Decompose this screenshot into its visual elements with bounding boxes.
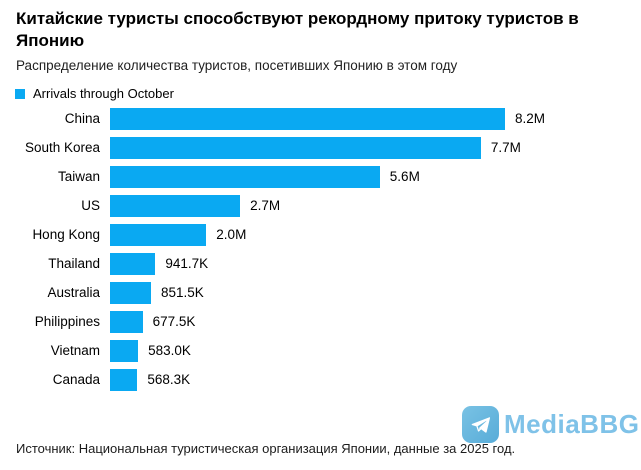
bar-track-canada: 568.3K [110,368,641,391]
chart-row-vietnam: Vietnam 583.0K [0,336,641,365]
value-label-canada: 568.3K [147,372,191,387]
chart-row-us: US 2.7M [0,191,641,220]
bar-track-south-korea: 7.7M [110,136,641,159]
chart-row-china: China 8.2M [0,104,641,133]
bar-chart: China 8.2M South Korea 7.7M Taiwan 5.6M US 2.7M… [0,104,641,394]
bar-hong-kong [110,223,207,246]
chart-row-taiwan: Taiwan 5.6M [0,162,641,191]
bar-china [110,107,505,130]
telegram-plane-icon [462,406,499,443]
category-label-south-korea: South Korea [24,140,100,155]
bar-track-philippines: 677.5K [110,310,641,333]
watermark: MediaBBG [462,406,639,443]
category-label-taiwan: Taiwan [57,169,100,184]
category-label-canada: Canada [52,372,100,387]
value-label-philippines: 677.5K [152,314,196,329]
bar-track-us: 2.7M [110,194,641,217]
category-label-hong-kong: Hong Kong [32,227,100,242]
category-label-us: US [81,198,100,213]
chart-row-thailand: Thailand 941.7K [0,249,641,278]
value-label-hong-kong: 2.0M [216,227,247,242]
source-note: Источник: Национальная туристическая орг… [16,441,516,456]
bar-taiwan [110,165,380,188]
bar-canada [110,368,138,391]
bar-philippines [110,310,143,333]
category-label-china: China [64,111,100,126]
bar-thailand [110,252,156,275]
legend: Arrivals through October [15,86,174,101]
bar-australia [110,281,151,304]
bar-track-china: 8.2M [110,107,641,130]
value-label-china: 8.2M [515,111,546,126]
chart-row-philippines: Philippines 677.5K [0,307,641,336]
chart-row-canada: Canada 568.3K [0,365,641,394]
bar-track-hong-kong: 2.0M [110,223,641,246]
value-label-australia: 851.5K [161,285,204,300]
chart-subtitle: Распределение количества туристов, посет… [16,58,458,73]
value-label-us: 2.7M [250,198,281,213]
category-label-vietnam: Vietnam [50,343,100,358]
legend-label: Arrivals through October [33,86,174,101]
category-label-philippines: Philippines [34,314,100,329]
bar-track-vietnam: 583.0K [110,339,641,362]
value-label-vietnam: 583.0K [148,343,191,358]
watermark-text: MediaBBG [504,409,640,439]
category-label-thailand: Thailand [48,256,100,271]
value-label-south-korea: 7.7M [490,140,521,155]
legend-swatch-icon [15,88,25,99]
bar-us [110,194,241,217]
chart-row-south-korea: South Korea 7.7M [0,133,641,162]
page-title: Китайские туристы способствуют рекордном… [16,9,579,50]
bar-south-korea [110,136,481,159]
value-label-taiwan: 5.6M [389,169,420,184]
bar-track-thailand: 941.7K [110,252,641,275]
bar-track-australia: 851.5K [110,281,641,304]
value-label-thailand: 941.7K [165,256,209,271]
chart-row-australia: Australia 851.5K [0,278,641,307]
bar-vietnam [110,339,139,362]
chart-row-hong-kong: Hong Kong 2.0M [0,220,641,249]
bar-track-taiwan: 5.6M [110,165,641,188]
category-label-australia: Australia [47,285,100,300]
